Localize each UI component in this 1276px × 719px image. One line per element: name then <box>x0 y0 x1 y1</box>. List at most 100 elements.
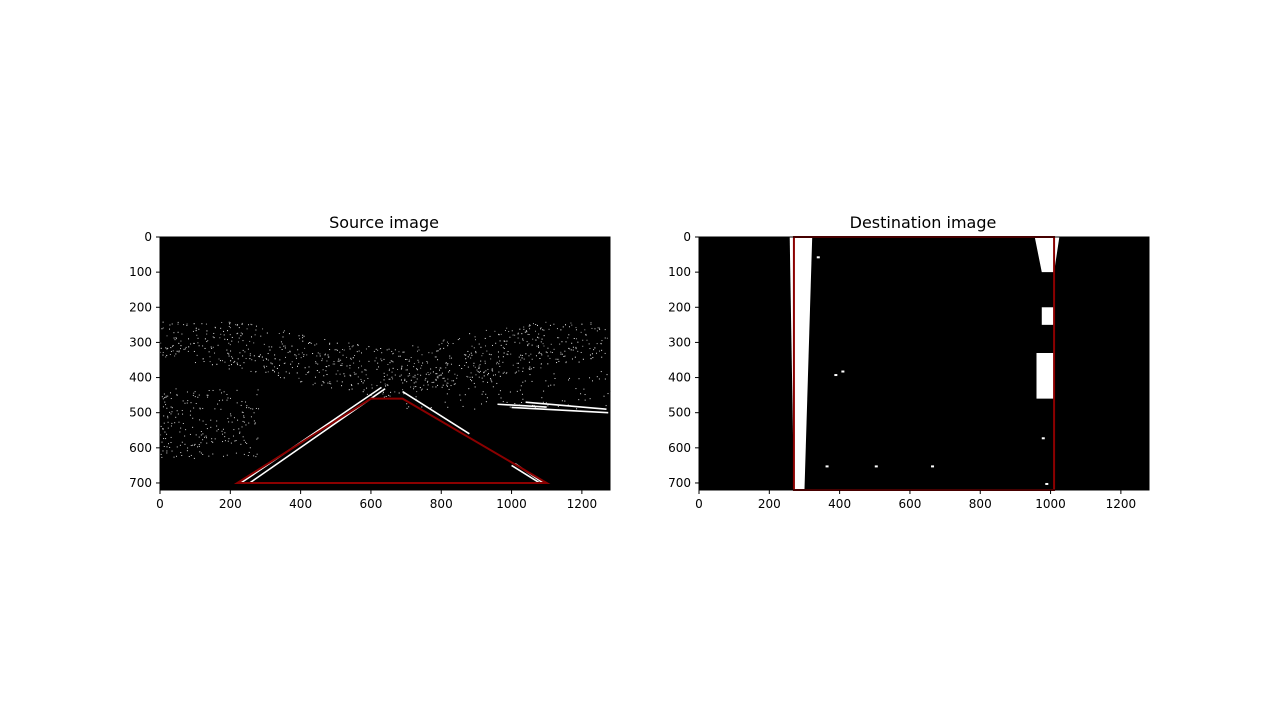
edge-pixel <box>361 371 363 373</box>
edge-pixel <box>388 394 390 396</box>
x-tick-label: 200 <box>758 497 781 511</box>
edge-pixel <box>186 324 188 326</box>
edge-pixel <box>358 350 360 352</box>
edge-pixel <box>258 355 260 357</box>
edge-pixel <box>166 348 168 350</box>
edge-pixel <box>534 407 536 409</box>
edge-pixel <box>446 385 448 387</box>
edge-pixel <box>195 434 197 436</box>
edge-pixel <box>382 392 384 394</box>
edge-pixel <box>353 371 355 373</box>
edge-pixel <box>340 359 342 361</box>
edge-pixel <box>255 329 257 331</box>
edge-pixel <box>329 382 331 384</box>
edge-pixel <box>363 389 365 391</box>
edge-pixel <box>545 351 547 353</box>
edge-pixel <box>222 441 224 443</box>
edge-pixel <box>549 324 551 326</box>
edge-pixel <box>473 382 475 384</box>
edge-pixel <box>324 339 326 341</box>
edge-pixel <box>568 379 570 381</box>
edge-pixel <box>496 382 498 384</box>
edge-pixel <box>341 349 343 351</box>
edge-pixel <box>229 334 231 336</box>
edge-pixel <box>343 373 345 375</box>
edge-pixel <box>241 411 243 413</box>
edge-pixel <box>400 374 402 376</box>
edge-pixel <box>494 374 496 376</box>
edge-pixel <box>533 404 535 406</box>
source-image-roi-polygon <box>233 397 551 484</box>
edge-pixel <box>182 413 184 415</box>
edge-pixel <box>488 353 490 355</box>
edge-pixel <box>171 407 173 409</box>
edge-pixel <box>231 356 233 358</box>
edge-pixel <box>437 359 439 361</box>
edge-pixel <box>162 321 164 323</box>
edge-pixel <box>284 347 286 349</box>
edge-pixel <box>258 408 260 410</box>
edge-pixel <box>514 334 516 336</box>
edge-pixel <box>485 370 487 372</box>
edge-pixel <box>314 376 316 378</box>
edge-pixel <box>194 362 196 364</box>
edge-pixel <box>432 371 434 373</box>
edge-pixel <box>234 360 236 362</box>
edge-pixel <box>512 334 514 336</box>
edge-pixel <box>339 351 341 353</box>
edge-pixel <box>428 374 430 376</box>
edge-pixel <box>521 393 523 395</box>
edge-pixel <box>551 351 553 353</box>
edge-pixel <box>265 371 267 373</box>
edge-pixel <box>446 341 448 343</box>
edge-pixel <box>422 362 424 364</box>
edge-pixel <box>582 345 584 347</box>
edge-pixel <box>204 338 206 340</box>
edge-pixel <box>377 349 379 351</box>
edge-pixel <box>228 355 230 357</box>
edge-pixel <box>413 386 415 388</box>
edge-pixel <box>463 354 465 356</box>
edge-pixel <box>190 410 192 412</box>
x-tick-label: 1200 <box>567 497 598 511</box>
edge-pixel <box>200 452 202 454</box>
edge-pixel <box>240 443 242 445</box>
edge-pixel <box>445 362 447 364</box>
edge-pixel <box>383 372 385 374</box>
edge-pixel <box>503 371 505 373</box>
edge-pixel <box>406 364 408 366</box>
edge-pixel <box>511 330 513 332</box>
edge-pixel <box>193 457 195 459</box>
edge-pixel <box>349 367 351 369</box>
destination-image-x-axis: 0 200 400 600 800 1000 1200 <box>695 490 1136 511</box>
edge-pixel <box>207 396 209 398</box>
edge-pixel <box>267 359 269 361</box>
edge-pixel <box>162 354 164 356</box>
edge-pixel <box>242 436 244 438</box>
edge-pixel <box>357 383 359 385</box>
edge-pixel <box>517 337 519 339</box>
edge-pixel <box>371 387 373 389</box>
edge-pixel <box>349 374 351 376</box>
edge-pixel <box>529 374 531 376</box>
edge-pixel <box>166 433 168 435</box>
edge-pixel <box>377 362 379 364</box>
edge-pixel <box>470 379 472 381</box>
edge-pixel <box>255 371 257 373</box>
edge-pixel <box>497 351 499 353</box>
edge-pixel <box>226 454 228 456</box>
edge-pixel <box>427 384 429 386</box>
source-image-frame <box>159 236 611 491</box>
edge-pixel <box>173 332 175 334</box>
edge-pixel <box>514 372 516 374</box>
edge-pixel <box>260 335 262 337</box>
edge-pixel <box>420 367 422 369</box>
edge-pixel <box>482 381 484 383</box>
edge-pixel <box>227 330 229 332</box>
edge-pixel <box>553 373 555 375</box>
edge-pixel <box>402 351 404 353</box>
edge-pixel <box>459 338 461 340</box>
edge-pixel <box>180 452 182 454</box>
edge-pixel <box>237 358 239 360</box>
edge-pixel <box>410 357 412 359</box>
